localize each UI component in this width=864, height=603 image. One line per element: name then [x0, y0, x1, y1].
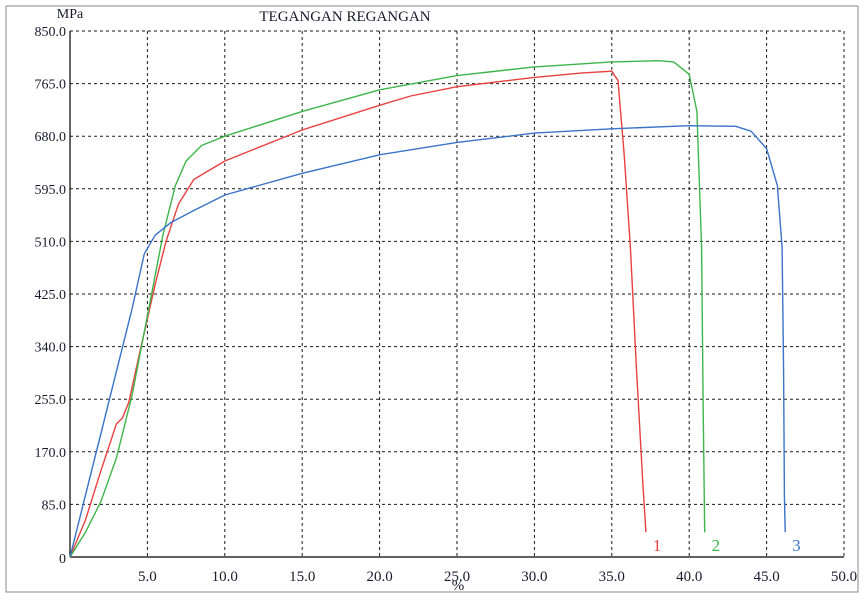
y-tick-label: 680.0 — [35, 130, 67, 145]
y-tick-label: 255.0 — [35, 393, 67, 408]
y-tick-label: 425.0 — [35, 288, 67, 303]
series-line-3 — [69, 125, 786, 558]
series-line-2 — [69, 60, 706, 558]
x-tick-label: 35.0 — [599, 569, 625, 585]
series-label-3: 3 — [792, 536, 801, 555]
y-tick-label: 170.0 — [35, 446, 67, 461]
x-tick-label: 50.0 — [831, 569, 857, 585]
y-tick-label: 850.0 — [35, 25, 67, 40]
x-tick-label: 20.0 — [366, 569, 392, 585]
axes — [69, 31, 844, 558]
origin-label: 0 — [59, 552, 66, 567]
series-label-1: 1 — [653, 536, 662, 555]
x-tick-label: 30.0 — [521, 569, 547, 585]
x-tick-label: 45.0 — [753, 569, 779, 585]
y-tick-label: 765.0 — [35, 78, 67, 93]
x-tick-label: 5.0 — [138, 569, 157, 585]
series-label-2: 2 — [712, 536, 721, 555]
series-lines — [69, 60, 786, 558]
chart-border — [5, 5, 859, 593]
y-tick-label: 595.0 — [35, 183, 67, 198]
x-tick-label: 25.0 — [444, 569, 470, 585]
tick-labels: 5.0 10.0 15.0 20.0 25.0 30.0 35.0 40.0 45.0 50.0 8… — [35, 25, 858, 585]
series-labels: 1 2 3 — [653, 536, 801, 555]
series-line-1 — [69, 70, 647, 558]
x-tick-label: 15.0 — [289, 569, 315, 585]
x-tick-label: 10.0 — [212, 569, 238, 585]
chart-title: TEGANGAN REGANGAN — [259, 9, 430, 25]
grid-lines — [70, 30, 845, 557]
y-tick-label: 510.0 — [35, 235, 67, 250]
x-tick-label: 40.0 — [676, 569, 702, 585]
y-tick-label: 340.0 — [35, 341, 67, 356]
x-axis-label: % — [452, 578, 465, 594]
y-tick-label: 85.0 — [42, 498, 67, 513]
y-axis-label: MPa — [57, 7, 84, 22]
